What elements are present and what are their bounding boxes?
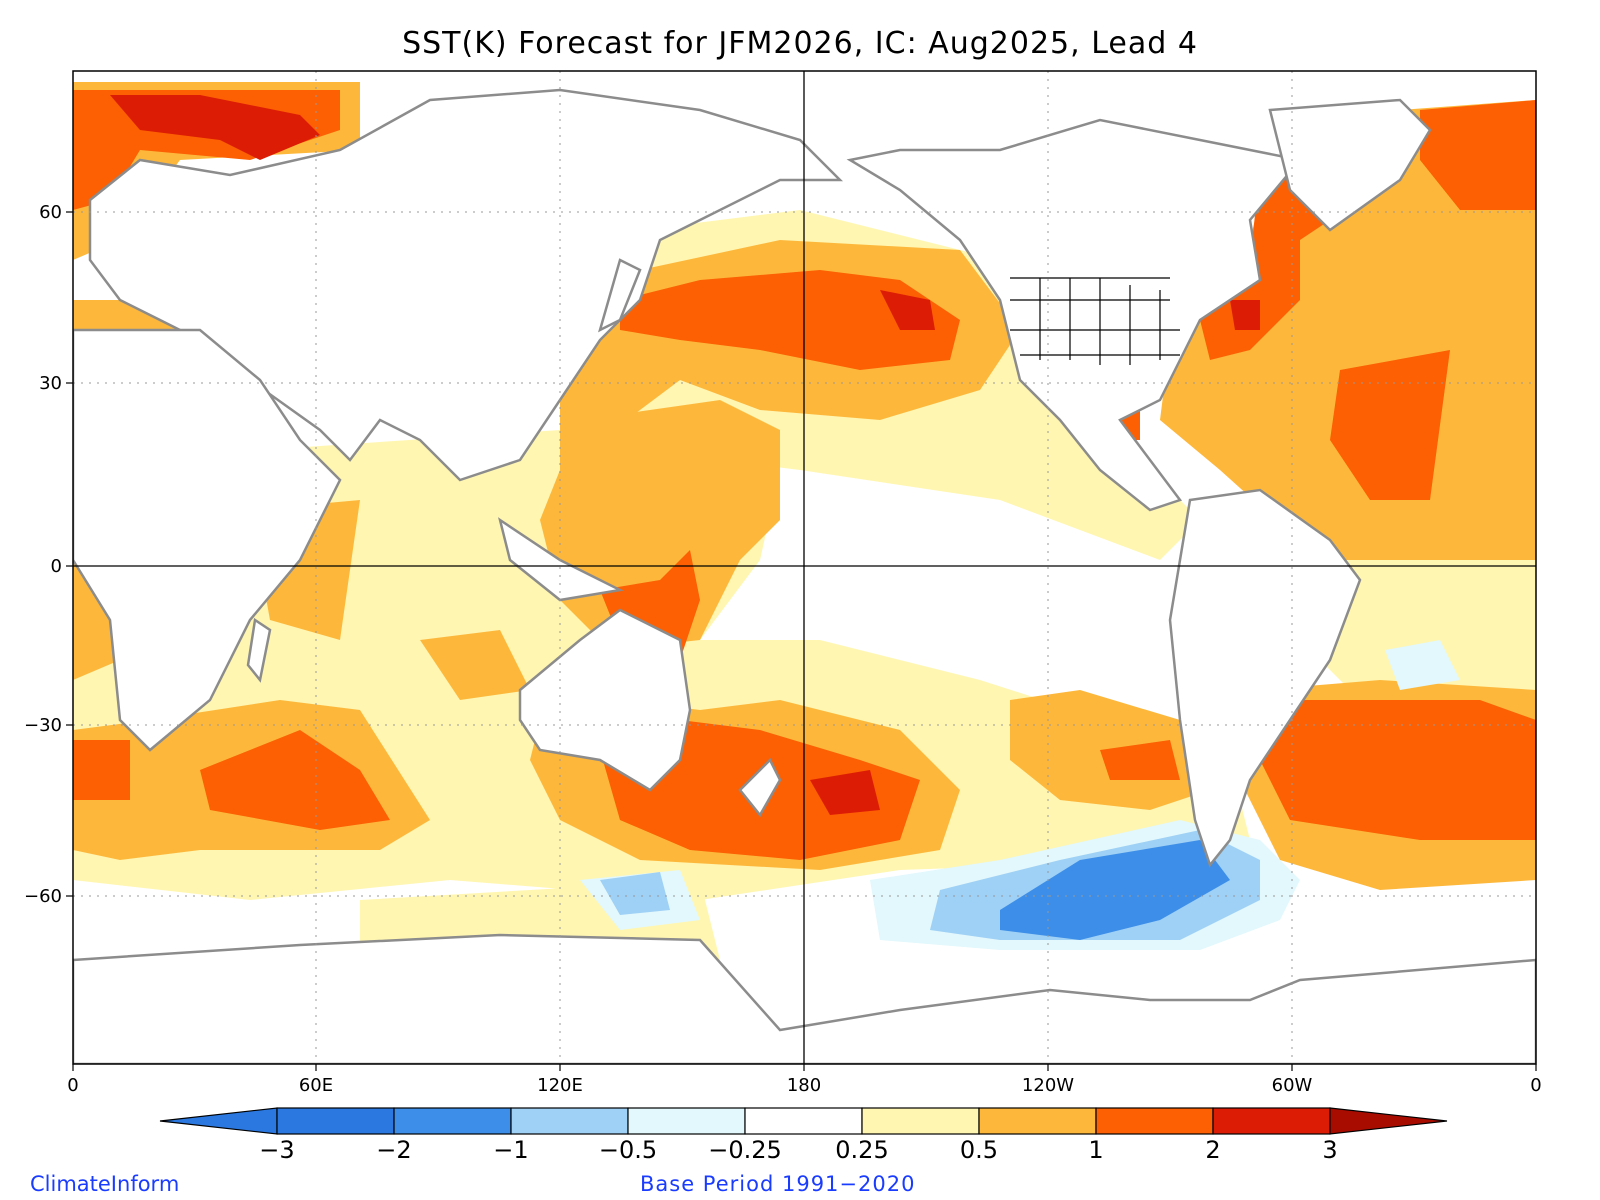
- lon-label-60e: 60E: [298, 1075, 334, 1096]
- land-japan: [598, 258, 642, 333]
- colorbar-tick-label: 3: [1322, 1136, 1338, 1164]
- lat-label-30s: −30: [24, 715, 62, 736]
- colorbar-bin: [861, 1107, 980, 1135]
- lat-label-60n: 60: [39, 202, 62, 223]
- anomaly-negative-fill: [580, 640, 1460, 950]
- source-credit: ClimateInform: [30, 1172, 180, 1196]
- colorbar-tick-label: 1: [1088, 1136, 1104, 1164]
- land-madagascar: [246, 617, 272, 683]
- colorbar-tick-label: −1: [493, 1136, 529, 1164]
- colorbar-tick-label: 0.5: [959, 1136, 999, 1164]
- land-africa: [73, 328, 342, 752]
- us-state-boundaries: [1010, 277, 1180, 365]
- colorbar-bin: [1095, 1107, 1214, 1135]
- colorbar-tick-label: 2: [1205, 1136, 1221, 1164]
- colorbar-min-arrow: [159, 1107, 278, 1135]
- colorbar-bin: [276, 1107, 395, 1135]
- land-antarctica: [73, 933, 1536, 1064]
- map-title: SST(K) Forecast for JFM2026, IC: Aug2025…: [402, 26, 1198, 61]
- colorbar-max-arrow: [1329, 1107, 1448, 1135]
- colorbar: [159, 1107, 1448, 1135]
- colorbar-tick-label: −3: [259, 1136, 295, 1164]
- lat-label-equator: 0: [50, 556, 62, 577]
- colorbar-bin: [978, 1107, 1097, 1135]
- colorbar-tick-label: −2: [376, 1136, 412, 1164]
- land-north-america: [846, 118, 1303, 512]
- base-period-note: Base Period 1991−2020: [640, 1172, 916, 1196]
- colorbar-bin: [1212, 1107, 1331, 1135]
- land-greenland: [1268, 98, 1432, 232]
- land-australia: [518, 608, 692, 792]
- lon-label-180: 180: [786, 1075, 822, 1096]
- anomaly-2-3-fill: [110, 95, 1260, 815]
- axis-ticks: [66, 211, 1537, 1071]
- colorbar-tick-label: −0.25: [708, 1136, 782, 1164]
- colorbar-bin: [627, 1107, 746, 1135]
- land-new-zealand: [738, 757, 782, 818]
- colorbar-bin: [510, 1107, 629, 1135]
- lon-label-0-east-edge: 0: [1530, 1075, 1542, 1096]
- colorbar-bin: [744, 1107, 863, 1135]
- colorbar-bin: [393, 1107, 512, 1135]
- land-masses: [73, 88, 1536, 1064]
- lon-label-60w: 60W: [1271, 1075, 1313, 1096]
- lon-label-120e: 120E: [537, 1075, 583, 1096]
- lon-label-120w: 120W: [1021, 1075, 1075, 1096]
- lat-label-30n: 30: [39, 373, 62, 394]
- lat-label-60s: −60: [24, 886, 62, 907]
- colorbar-tick-label: −0.5: [598, 1136, 658, 1164]
- colorbar-tick-label: 0.25: [835, 1136, 889, 1164]
- graticule: [73, 71, 1536, 1064]
- lon-label-0: 0: [67, 1075, 79, 1096]
- land-south-america: [1168, 488, 1362, 868]
